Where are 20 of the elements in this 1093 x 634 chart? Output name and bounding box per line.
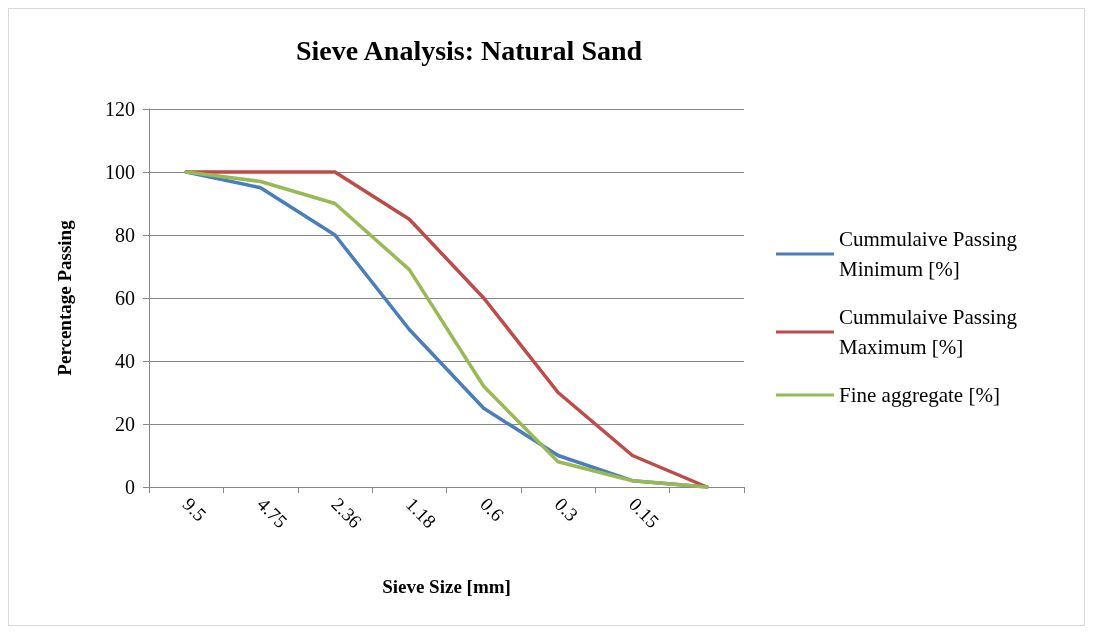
chart-title: Sieve Analysis: Natural Sand — [295, 34, 643, 66]
y-tick-label: 40 — [115, 350, 135, 372]
legend-label: Fine aggregate [%] — [839, 383, 1000, 407]
y-tick-label: 60 — [115, 287, 135, 309]
x-tick-label: 1.18 — [401, 493, 441, 532]
y-tick-label: 20 — [115, 413, 135, 435]
y-axis-title: Percentage Passing — [54, 219, 75, 376]
x-tick-label: 0.15 — [625, 493, 664, 532]
y-tick-label: 100 — [105, 161, 135, 183]
x-tick-label: 9.5 — [178, 493, 211, 526]
y-tick-label: 80 — [115, 224, 135, 246]
x-tick-label: 4.75 — [253, 493, 292, 532]
x-tick-label: 0.6 — [476, 493, 508, 526]
legend-label: Cummulaive Passing Maximum [%] — [839, 305, 1023, 359]
y-tick-label: 120 — [105, 98, 135, 120]
legend-label: Cummulaive Passing Minimum [%] — [839, 227, 1023, 281]
x-tick-label: 0.3 — [550, 493, 583, 526]
x-tick-label: 2.36 — [327, 493, 366, 532]
y-tick-label: 0 — [125, 476, 135, 498]
x-axis-title: Sieve Size [mm] — [382, 576, 511, 597]
